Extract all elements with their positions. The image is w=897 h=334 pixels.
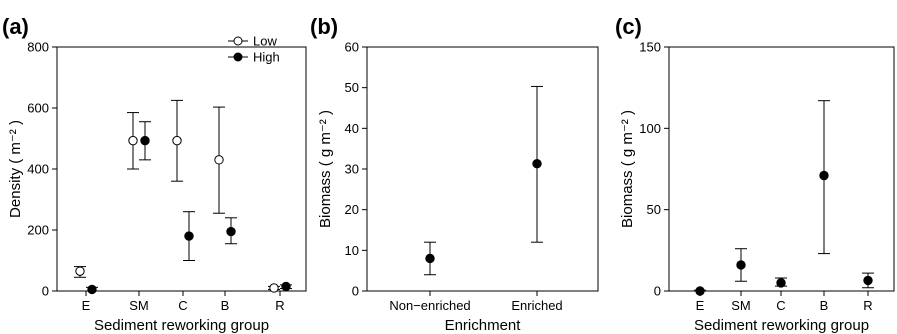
y-tick-label: 0 (42, 284, 49, 299)
x-axis-label: Sediment reworking group (694, 317, 869, 334)
panel-c: (c) 0 50 100 150 E SM C B R Sediment reworking gro… (615, 14, 895, 334)
data-point-high (226, 226, 236, 237)
x-tick-label: R (863, 298, 872, 313)
y-tick-label: 0 (654, 284, 661, 299)
y-tick-label: 50 (345, 80, 359, 95)
x-tick-label: SM (731, 298, 751, 313)
data-point-low (128, 135, 138, 146)
y-tick-label: 0 (352, 284, 359, 299)
y-tick-label: 10 (345, 243, 359, 258)
y-tick-label: 400 (27, 162, 49, 177)
x-tick-label: E (82, 298, 91, 313)
y-tick-label: 600 (27, 101, 49, 116)
panel-a: (a) 0 200 400 600 800 E SM C B R Sediment reworking… (2, 14, 307, 334)
y-axis-label: Density ( m⁻² ) (7, 120, 24, 218)
y-tick-label: 20 (345, 202, 359, 217)
data-point-low (172, 135, 182, 146)
data-point-high (281, 281, 291, 292)
x-tick-label: E (696, 298, 705, 313)
data-point-high (87, 284, 97, 295)
y-axis-label: Biomass ( g m⁻² ) (619, 110, 636, 228)
data-point-low (75, 266, 85, 276)
legend-label: High (253, 50, 280, 65)
data-point-high (695, 286, 705, 296)
data-point-low (269, 283, 279, 293)
y-tick-label: 50 (647, 202, 661, 217)
panel-letter: (a) (2, 14, 29, 39)
plot-frame (56, 46, 307, 292)
x-axis-label: Sediment reworking group (94, 317, 269, 334)
data-point-high (736, 260, 746, 270)
data-point-high (863, 275, 873, 286)
x-tick-label: Enriched (511, 298, 562, 313)
plot-frame (668, 46, 895, 292)
data-point-high (776, 278, 786, 288)
y-tick-label: 800 (27, 40, 49, 55)
legend-marker (233, 52, 243, 62)
y-tick-label: 60 (345, 40, 359, 55)
x-tick-label: Non−enriched (389, 298, 470, 313)
x-axis-label: Enrichment (445, 317, 522, 334)
y-tick-label: 40 (345, 121, 359, 136)
data-point-high (184, 231, 194, 241)
x-tick-label: SM (129, 298, 149, 313)
plot-frame (366, 46, 599, 292)
panel-letter: (b) (310, 14, 338, 39)
y-tick-label: 30 (345, 162, 359, 177)
x-tick-label: C (178, 298, 187, 313)
data-point-high (819, 170, 829, 181)
data-point-high (140, 135, 150, 146)
data-point-low (214, 155, 224, 165)
x-tick-label: C (776, 298, 785, 313)
legend-marker (233, 36, 243, 46)
y-tick-label: 150 (639, 40, 661, 55)
x-tick-label: B (221, 298, 230, 313)
y-tick-label: 200 (27, 223, 49, 238)
panel-letter: (c) (615, 14, 642, 39)
x-tick-label: R (275, 298, 284, 313)
data-point-high (425, 253, 435, 264)
panel-b: (b) 0 10 20 30 40 50 60 Non−enriched Enriched Enri… (310, 14, 599, 334)
legend-label: Low (253, 34, 277, 49)
y-axis-label: Biomass ( g m⁻² ) (317, 110, 334, 228)
data-point-high (532, 159, 542, 169)
x-tick-label: B (820, 298, 829, 313)
y-tick-label: 100 (639, 121, 661, 136)
